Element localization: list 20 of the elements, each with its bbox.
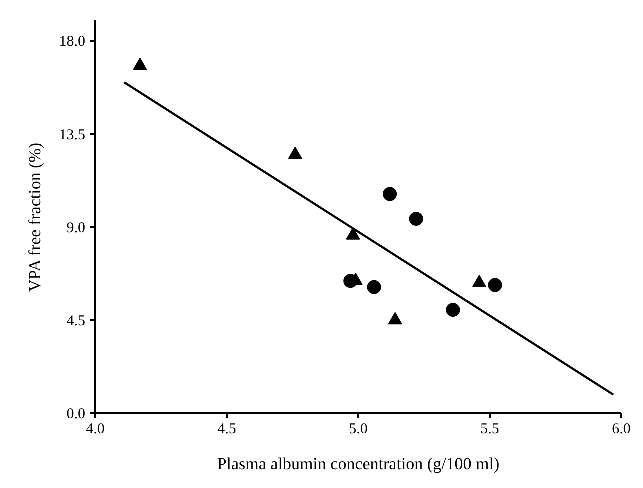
- y-tick-label: 18.0: [59, 34, 86, 50]
- x-tick-label: 5.5: [480, 422, 500, 438]
- x-tick-label: 4.0: [86, 422, 105, 438]
- y-tick-label: 4.5: [66, 313, 86, 330]
- point: [367, 280, 382, 294]
- point: [446, 303, 460, 318]
- point: [488, 278, 502, 292]
- point: [346, 228, 360, 240]
- y-tick-label: 9.0: [66, 220, 86, 236]
- point: [383, 187, 398, 202]
- y-axis-title: VPA free fraction (%): [25, 142, 44, 292]
- point: [288, 146, 302, 160]
- x-tick-label: 4.5: [218, 422, 236, 438]
- x-axis-title: Plasma albumin concentration (g/100 ml): [217, 454, 500, 474]
- point: [133, 58, 148, 70]
- x-tick-label: 6.0: [612, 422, 631, 438]
- point: [409, 212, 424, 226]
- y-tick-label: 13.5: [59, 127, 86, 144]
- y-tick-label: 0.0: [66, 406, 86, 422]
- x-tick-label: 5.0: [349, 422, 368, 438]
